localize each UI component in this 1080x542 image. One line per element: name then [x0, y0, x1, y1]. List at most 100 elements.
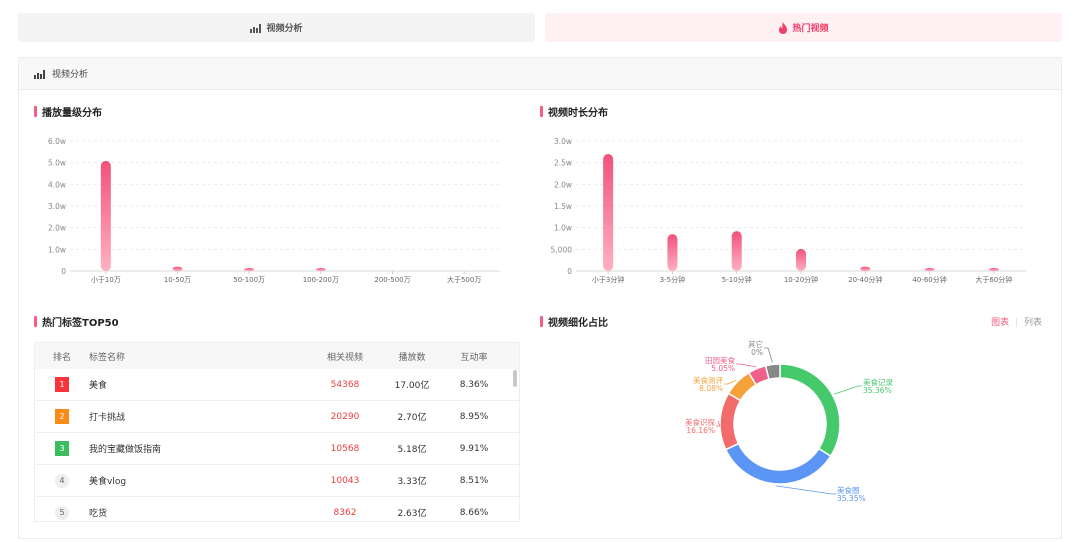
y-tick-label: 3.0w [554, 137, 572, 146]
x-tick-label: 3-5分钟 [660, 275, 685, 284]
interaction-rate: 8.95% [459, 411, 489, 422]
related-videos: 20290 [330, 411, 360, 422]
rank-cell: 3 [35, 441, 89, 456]
bar-chart-icon [34, 69, 45, 79]
slice-percent-label: 5.05% [711, 364, 735, 373]
y-tick-label: 6.0w [48, 137, 66, 146]
video-category-title: 视频细化占比 [540, 314, 608, 329]
x-tick-label: 20-40分钟 [848, 275, 882, 284]
col-rate: 互动率 [460, 352, 488, 363]
play-distribution-title: 播放量级分布 [34, 104, 102, 119]
x-tick-label: 大于500万 [447, 275, 481, 284]
chart-list-toggle: 图表 | 列表 [991, 315, 1042, 328]
bar[interactable] [100, 160, 111, 271]
flame-icon [779, 21, 788, 34]
play-distribution-chart: 0 1.0w 2.0w 3.0w 4.0w 5.0w 6.0w 小于10万 10-50万 50-1… [48, 137, 500, 284]
panel-header: 视频分析 [19, 58, 1061, 90]
duration-distribution-chart: 0 5,000 1.0w 1.5w 2.0w 2.5w 3.0w 小于3分钟 3-5分钟 5-10… [551, 137, 1026, 284]
interaction-rate: 9.91% [459, 443, 489, 454]
bar[interactable] [988, 268, 999, 271]
y-tick-label: 4.0w [48, 180, 66, 189]
slice-percent-label: 35.36% [863, 386, 892, 395]
col-videos: 相关视频 [326, 352, 363, 363]
bar[interactable] [796, 248, 806, 271]
y-tick-label: 0 [61, 267, 66, 276]
donut-slice[interactable] [764, 363, 781, 381]
play-count: 17.00亿 [394, 381, 430, 391]
panel-title: 视频分析 [52, 70, 89, 80]
interaction-rate: 8.66% [459, 507, 489, 518]
hot-tags-title-text: 热门标签TOP50 [42, 318, 119, 329]
rank-badge: 3 [55, 441, 69, 456]
donut-slice[interactable] [724, 442, 832, 485]
table-row[interactable]: 5 吃货 8362 2.63亿 8.66% [35, 497, 519, 521]
x-tick-label: 小于10万 [91, 275, 121, 284]
interaction-rate: 8.36% [459, 379, 489, 390]
rank-badge: 4 [55, 473, 69, 488]
play-count: 2.63亿 [397, 509, 427, 519]
bar-chart-icon [250, 23, 262, 33]
rank-cell: 1 [35, 377, 89, 392]
bar[interactable] [667, 234, 678, 271]
duration-distribution-title-text: 视频时长分布 [548, 108, 608, 119]
donut-slice[interactable] [719, 392, 742, 451]
tag-name[interactable]: 美食vlog [89, 477, 127, 487]
table-row[interactable]: 3 我的宝藏做饭指南 10568 5.18亿 9.91% [35, 433, 519, 465]
table-row[interactable]: 1 美食 54368 17.00亿 8.36% [35, 369, 519, 401]
tag-name[interactable]: 吃货 [89, 509, 108, 519]
x-tick-label: 小于3分钟 [592, 275, 624, 284]
bar[interactable] [924, 268, 935, 271]
rank-badge: 1 [55, 377, 69, 392]
label-leader-line [776, 485, 836, 495]
y-tick-label: 1.5w [554, 202, 572, 211]
tag-name[interactable]: 美食 [89, 381, 108, 391]
y-tick-label: 2.5w [554, 159, 572, 168]
slice-name-label: 美食圈 [837, 485, 860, 495]
rank-cell: 2 [35, 409, 89, 424]
slice-percent-label: 16.16% [686, 426, 715, 435]
tab-hot-videos[interactable]: 热门视频 [545, 13, 1062, 42]
x-tick-label: 50-100万 [233, 276, 265, 284]
bar[interactable] [244, 268, 255, 271]
rank-badge: 2 [55, 409, 69, 424]
table-row[interactable]: 4 美食vlog 10043 3.33亿 8.51% [35, 465, 519, 497]
col-name: 标签名称 [89, 352, 126, 363]
toggle-list[interactable]: 列表 [1023, 318, 1042, 328]
rank-cell: 5 [35, 505, 89, 520]
slice-percent-label: 8.08% [699, 384, 723, 393]
tab-video-analysis-label: 视频分析 [266, 24, 303, 34]
tag-name[interactable]: 打卡挑战 [89, 413, 126, 423]
tag-name[interactable]: 我的宝藏做饭指南 [89, 445, 162, 455]
y-tick-label: 2.0w [554, 180, 572, 189]
bar[interactable] [860, 266, 871, 271]
slice-name-label: 美食测评 [693, 375, 723, 385]
x-tick-label: 10-50万 [164, 276, 191, 284]
slice-percent-label: 0% [751, 348, 763, 357]
table-scrollbar[interactable] [513, 370, 517, 387]
label-leader-line [764, 347, 773, 363]
slice-name-label: 美食记录 [863, 377, 893, 387]
bar[interactable] [172, 266, 183, 271]
donut-slice[interactable] [779, 363, 841, 458]
toggle-chart[interactable]: 图表 [991, 318, 1010, 328]
bar[interactable] [603, 154, 614, 271]
related-videos: 8362 [333, 507, 357, 518]
x-tick-label: 大于60分钟 [975, 275, 1012, 284]
tab-video-analysis[interactable]: 视频分析 [18, 13, 535, 42]
col-plays: 播放数 [398, 352, 426, 363]
related-videos: 54368 [330, 379, 360, 390]
interaction-rate: 8.51% [459, 475, 489, 486]
bar[interactable] [731, 231, 742, 271]
y-tick-label: 5.0w [48, 159, 66, 168]
y-tick-label: 1.0w [554, 224, 572, 233]
table-row[interactable]: 2 打卡挑战 20290 2.70亿 8.95% [35, 401, 519, 433]
label-leader-line [716, 420, 721, 427]
y-tick-label: 5,000 [551, 245, 573, 254]
video-category-title-text: 视频细化占比 [548, 318, 608, 329]
label-leader-line [834, 385, 862, 395]
hot-tags-table: 排名 标签名称 相关视频 播放数 互动率 1 美食 54368 17.00亿 8.36%… [34, 342, 520, 522]
rank-cell: 4 [35, 473, 89, 488]
video-analysis-panel: 视频分析 [18, 57, 1062, 539]
bar[interactable] [315, 268, 326, 271]
